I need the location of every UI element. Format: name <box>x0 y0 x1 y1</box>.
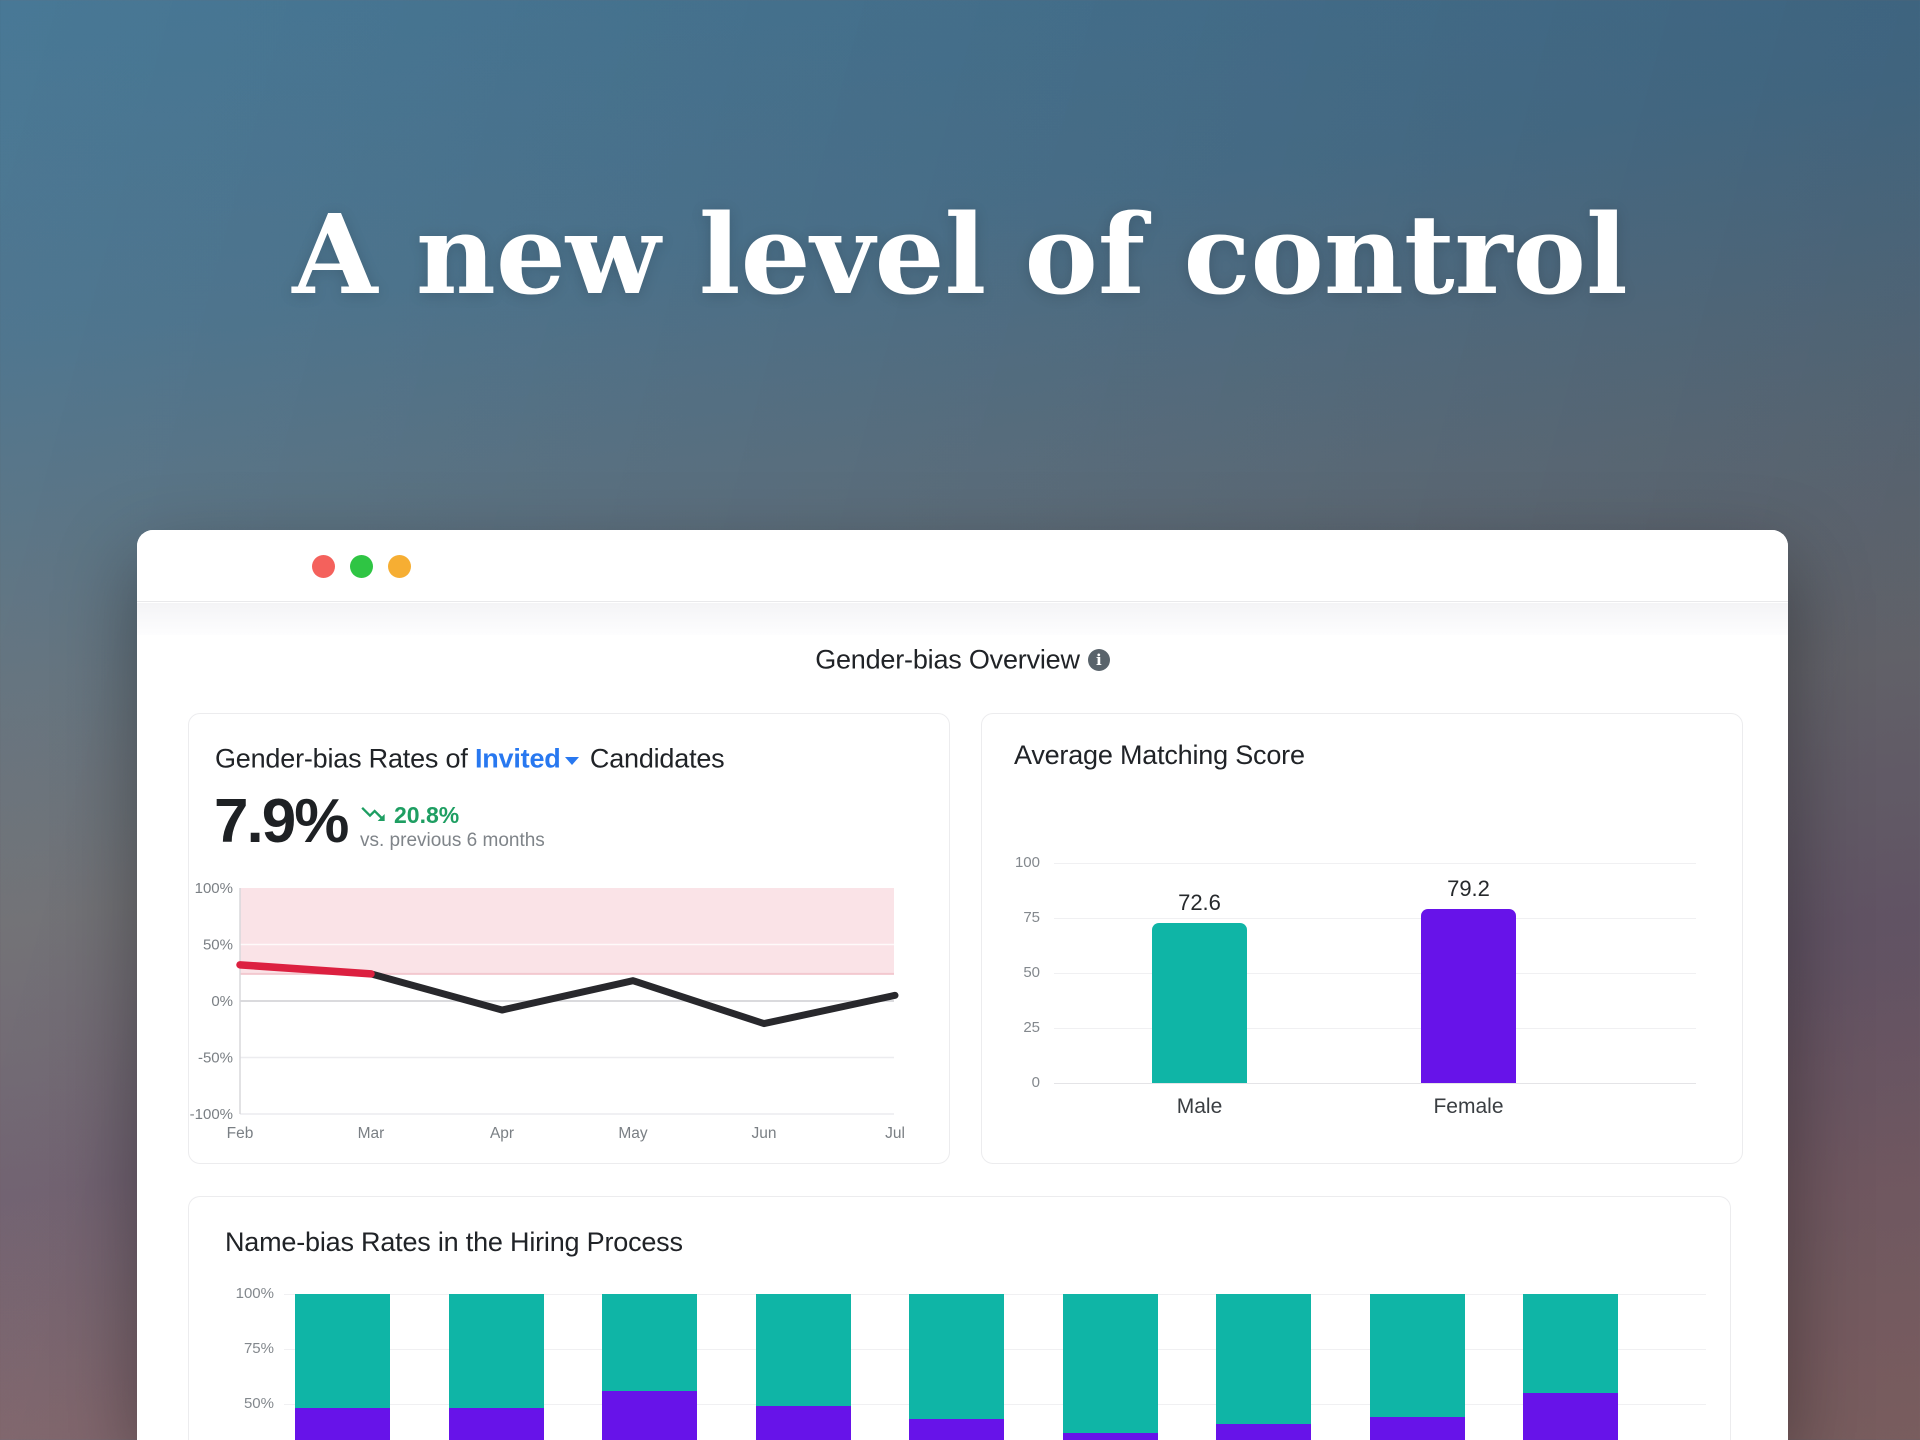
grid-h <box>1054 863 1696 864</box>
browser-window: Gender-bias Overview i Gender-bias Rates … <box>137 530 1788 1440</box>
bar-value: 72.6 <box>1178 890 1221 916</box>
vbar <box>1062 1294 1158 1433</box>
vbar <box>755 1406 851 1440</box>
trending-down-icon <box>361 807 385 821</box>
vbar <box>602 1390 697 1440</box>
stat-value: 7.9% <box>214 787 349 856</box>
vbar <box>1062 1432 1158 1440</box>
tick-label: 75% <box>243 1340 274 1357</box>
card-title: Gender-bias Rates of Invited Candidates <box>215 742 725 779</box>
vbar <box>909 1294 1004 1420</box>
vbar <box>448 1294 544 1409</box>
info-icon[interactable]: i <box>1087 648 1110 671</box>
vbar <box>295 1408 390 1440</box>
tick-label: 100% <box>235 1285 274 1302</box>
window-titlebar <box>137 530 1788 602</box>
vbar <box>448 1408 544 1440</box>
svg-text:100%: 100% <box>195 880 233 897</box>
card-average-matching-score: Average Matching Score 0 25 50 75 100 72.6 Mal… <box>981 713 1743 1164</box>
svg-text:Apr: Apr <box>490 1125 514 1142</box>
vbar <box>1152 923 1247 1083</box>
grid-h <box>1054 973 1696 974</box>
card-title: Average Matching Score <box>1014 740 1305 770</box>
svg-text:Feb: Feb <box>227 1125 254 1142</box>
grid-h <box>1054 918 1696 919</box>
svg-text:Jul: Jul <box>885 1125 905 1142</box>
vbar <box>602 1294 697 1391</box>
chevron-down-icon[interactable] <box>564 742 579 773</box>
tick-label: 50 <box>1023 964 1040 981</box>
vbar <box>1369 1417 1465 1440</box>
tick-label: 25 <box>1023 1019 1040 1036</box>
delta-value: 20.8% <box>394 802 460 828</box>
tick-label: 75 <box>1023 909 1040 926</box>
close-button[interactable] <box>312 555 335 578</box>
toolbar-strip <box>137 603 1788 635</box>
stacked-bar-chart: 100% 75% 50% <box>189 1197 1730 1440</box>
bar-value: 79.2 <box>1447 875 1490 901</box>
vbar <box>1421 908 1516 1083</box>
svg-text:-100%: -100% <box>190 1106 233 1123</box>
tick-label: 50% <box>243 1395 274 1412</box>
delta-row: 20.8% <box>359 800 459 829</box>
grid-h <box>1054 1028 1696 1029</box>
tick-label: 100 <box>1014 854 1040 871</box>
page-title: Gender-bias Overview <box>815 644 1080 675</box>
vbar <box>1216 1294 1311 1424</box>
card-title: Name-bias Rates in the Hiring Process <box>225 1227 683 1257</box>
vbar <box>755 1294 851 1407</box>
card-gender-bias-rates: Gender-bias Rates of Invited Candidates … <box>188 713 950 1164</box>
svg-text:50%: 50% <box>203 937 233 954</box>
zoom-button[interactable] <box>388 555 411 578</box>
grid-h <box>1054 1083 1696 1084</box>
svg-text:Mar: Mar <box>358 1125 385 1142</box>
vbar <box>1216 1423 1311 1440</box>
invited-dropdown[interactable]: Invited <box>474 743 561 774</box>
tick-label: 0 <box>1031 1074 1040 1091</box>
bar-chart: 0 25 50 75 100 72.6 Male 79.2 Female <box>982 714 1742 1163</box>
bar-cat: Female <box>1433 1095 1504 1118</box>
svg-text:Jun: Jun <box>752 1125 777 1142</box>
title-suffix: Candidates <box>589 743 725 774</box>
minimize-button[interactable] <box>350 555 373 578</box>
vbar <box>909 1419 1004 1440</box>
hero-heading: A new level of control <box>292 190 1628 319</box>
vbar <box>295 1294 390 1409</box>
vbar <box>1523 1294 1618 1393</box>
title-prefix: Gender-bias Rates of <box>215 743 468 774</box>
svg-text:-50%: -50% <box>198 1050 233 1067</box>
card-name-bias-rates: Name-bias Rates in the Hiring Process 10… <box>188 1196 1731 1440</box>
delta-caption: vs. previous 6 months <box>360 830 545 851</box>
svg-text:0%: 0% <box>211 993 233 1010</box>
vbar <box>1523 1393 1618 1440</box>
bar-cat: Male <box>1176 1095 1223 1118</box>
vbar <box>1369 1294 1465 1418</box>
svg-text:May: May <box>618 1125 648 1142</box>
line-chart: 100% 50% 0% -50% -100% Feb Mar Apr May Jun Jul <box>190 880 905 1142</box>
overview-title-row: Gender-bias Overview i <box>137 643 1788 675</box>
